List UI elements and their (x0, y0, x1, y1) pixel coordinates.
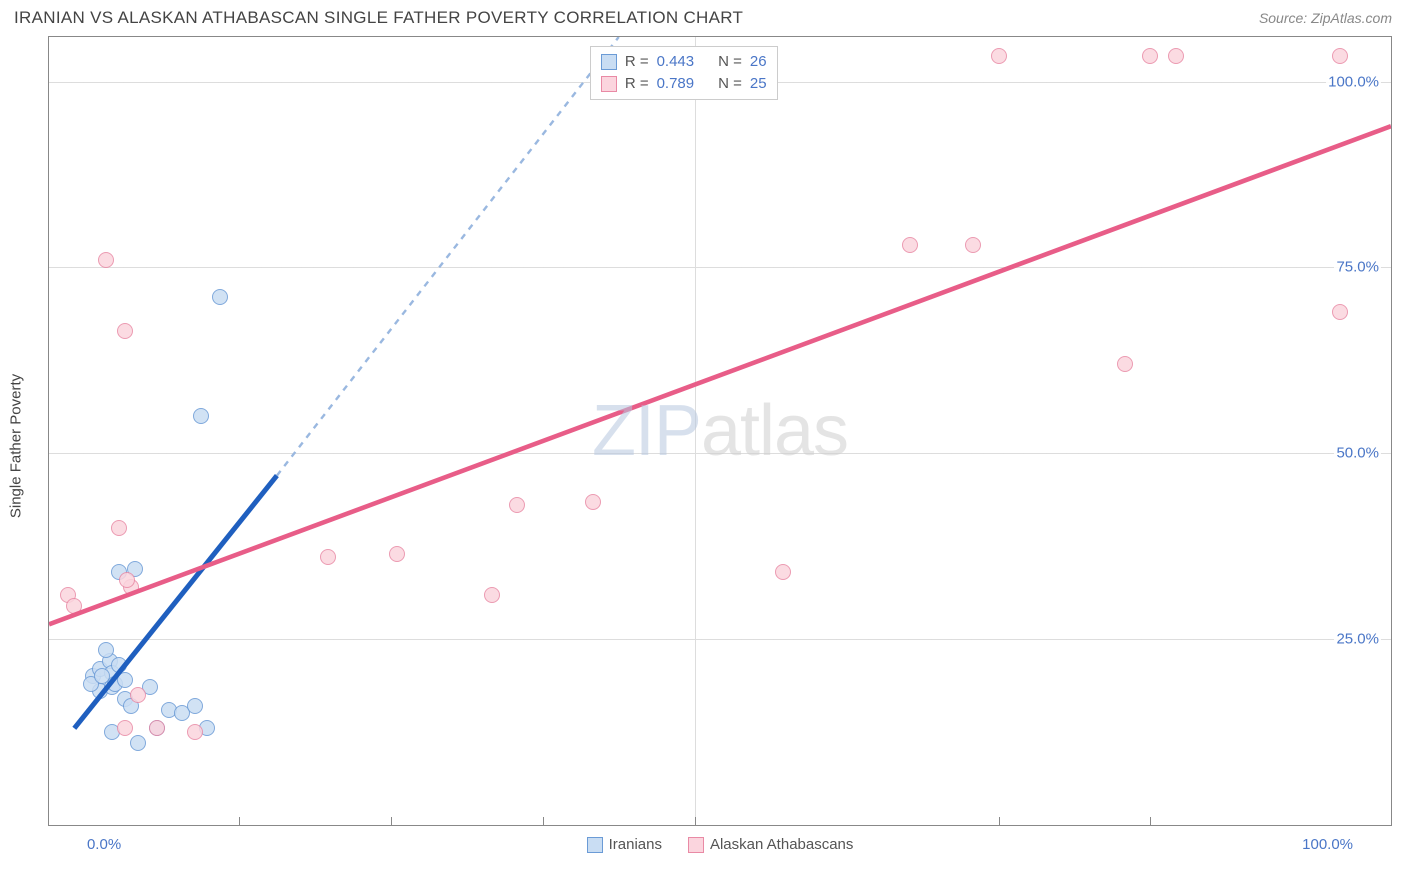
data-point (149, 720, 165, 736)
data-point (585, 494, 601, 510)
data-point (1117, 356, 1133, 372)
data-point (965, 237, 981, 253)
data-point (98, 252, 114, 268)
data-point (1332, 304, 1348, 320)
data-point (484, 587, 500, 603)
data-point (117, 720, 133, 736)
data-point (902, 237, 918, 253)
data-point (130, 735, 146, 751)
correlation-legend: R = 0.443 N = 26 R = 0.789 N = 25 (590, 46, 778, 100)
chart-title: IRANIAN VS ALASKAN ATHABASCAN SINGLE FAT… (14, 8, 743, 28)
x-minor-tick (391, 817, 392, 825)
data-point (94, 668, 110, 684)
data-point (991, 48, 1007, 64)
data-point (111, 520, 127, 536)
data-point (119, 572, 135, 588)
n-label: N = (718, 73, 742, 95)
x-minor-tick (239, 817, 240, 825)
gridline-h (49, 453, 1391, 454)
legend-row: R = 0.443 N = 26 (601, 51, 767, 73)
data-point (98, 642, 114, 658)
source-attribution: Source: ZipAtlas.com (1259, 10, 1392, 26)
x-minor-tick (695, 817, 696, 825)
legend-label: Alaskan Athabascans (710, 836, 853, 853)
legend-row: R = 0.789 N = 25 (601, 73, 767, 95)
r-value: 0.443 (657, 51, 695, 73)
x-minor-tick (543, 817, 544, 825)
data-point (117, 323, 133, 339)
legend-swatch (688, 837, 704, 853)
r-value: 0.789 (657, 73, 695, 95)
data-point (775, 564, 791, 580)
data-point (111, 657, 127, 673)
legend-swatch (601, 76, 617, 92)
data-point (187, 698, 203, 714)
gridline-h (49, 267, 1391, 268)
data-point (1168, 48, 1184, 64)
data-point (187, 724, 203, 740)
x-minor-tick (1150, 817, 1151, 825)
data-point (320, 549, 336, 565)
y-axis-label: Single Father Poverty (8, 374, 25, 518)
chart-header: IRANIAN VS ALASKAN ATHABASCAN SINGLE FAT… (0, 0, 1406, 32)
plot-area: 25.0%50.0%75.0%100.0%0.0%100.0% ZIPatlas… (48, 36, 1392, 826)
x-minor-tick (999, 817, 1000, 825)
n-value: 26 (750, 51, 767, 73)
data-point (1332, 48, 1348, 64)
n-label: N = (718, 51, 742, 73)
y-tick-label: 100.0% (1326, 73, 1381, 90)
data-point (66, 598, 82, 614)
n-value: 25 (750, 73, 767, 95)
gridline-v (695, 37, 696, 825)
data-point (212, 289, 228, 305)
data-point (130, 687, 146, 703)
data-point (193, 408, 209, 424)
y-tick-label: 25.0% (1334, 631, 1381, 648)
legend-item: Iranians (587, 836, 662, 853)
data-point (117, 672, 133, 688)
y-tick-label: 50.0% (1334, 445, 1381, 462)
data-point (389, 546, 405, 562)
legend-swatch (587, 837, 603, 853)
y-tick-label: 75.0% (1334, 259, 1381, 276)
data-point (1142, 48, 1158, 64)
r-label: R = (625, 51, 649, 73)
legend-swatch (601, 54, 617, 70)
r-label: R = (625, 73, 649, 95)
legend-label: Iranians (609, 836, 662, 853)
series-legend: Iranians Alaskan Athabascans (49, 836, 1391, 853)
data-point (509, 497, 525, 513)
legend-item: Alaskan Athabascans (688, 836, 853, 853)
gridline-h (49, 639, 1391, 640)
